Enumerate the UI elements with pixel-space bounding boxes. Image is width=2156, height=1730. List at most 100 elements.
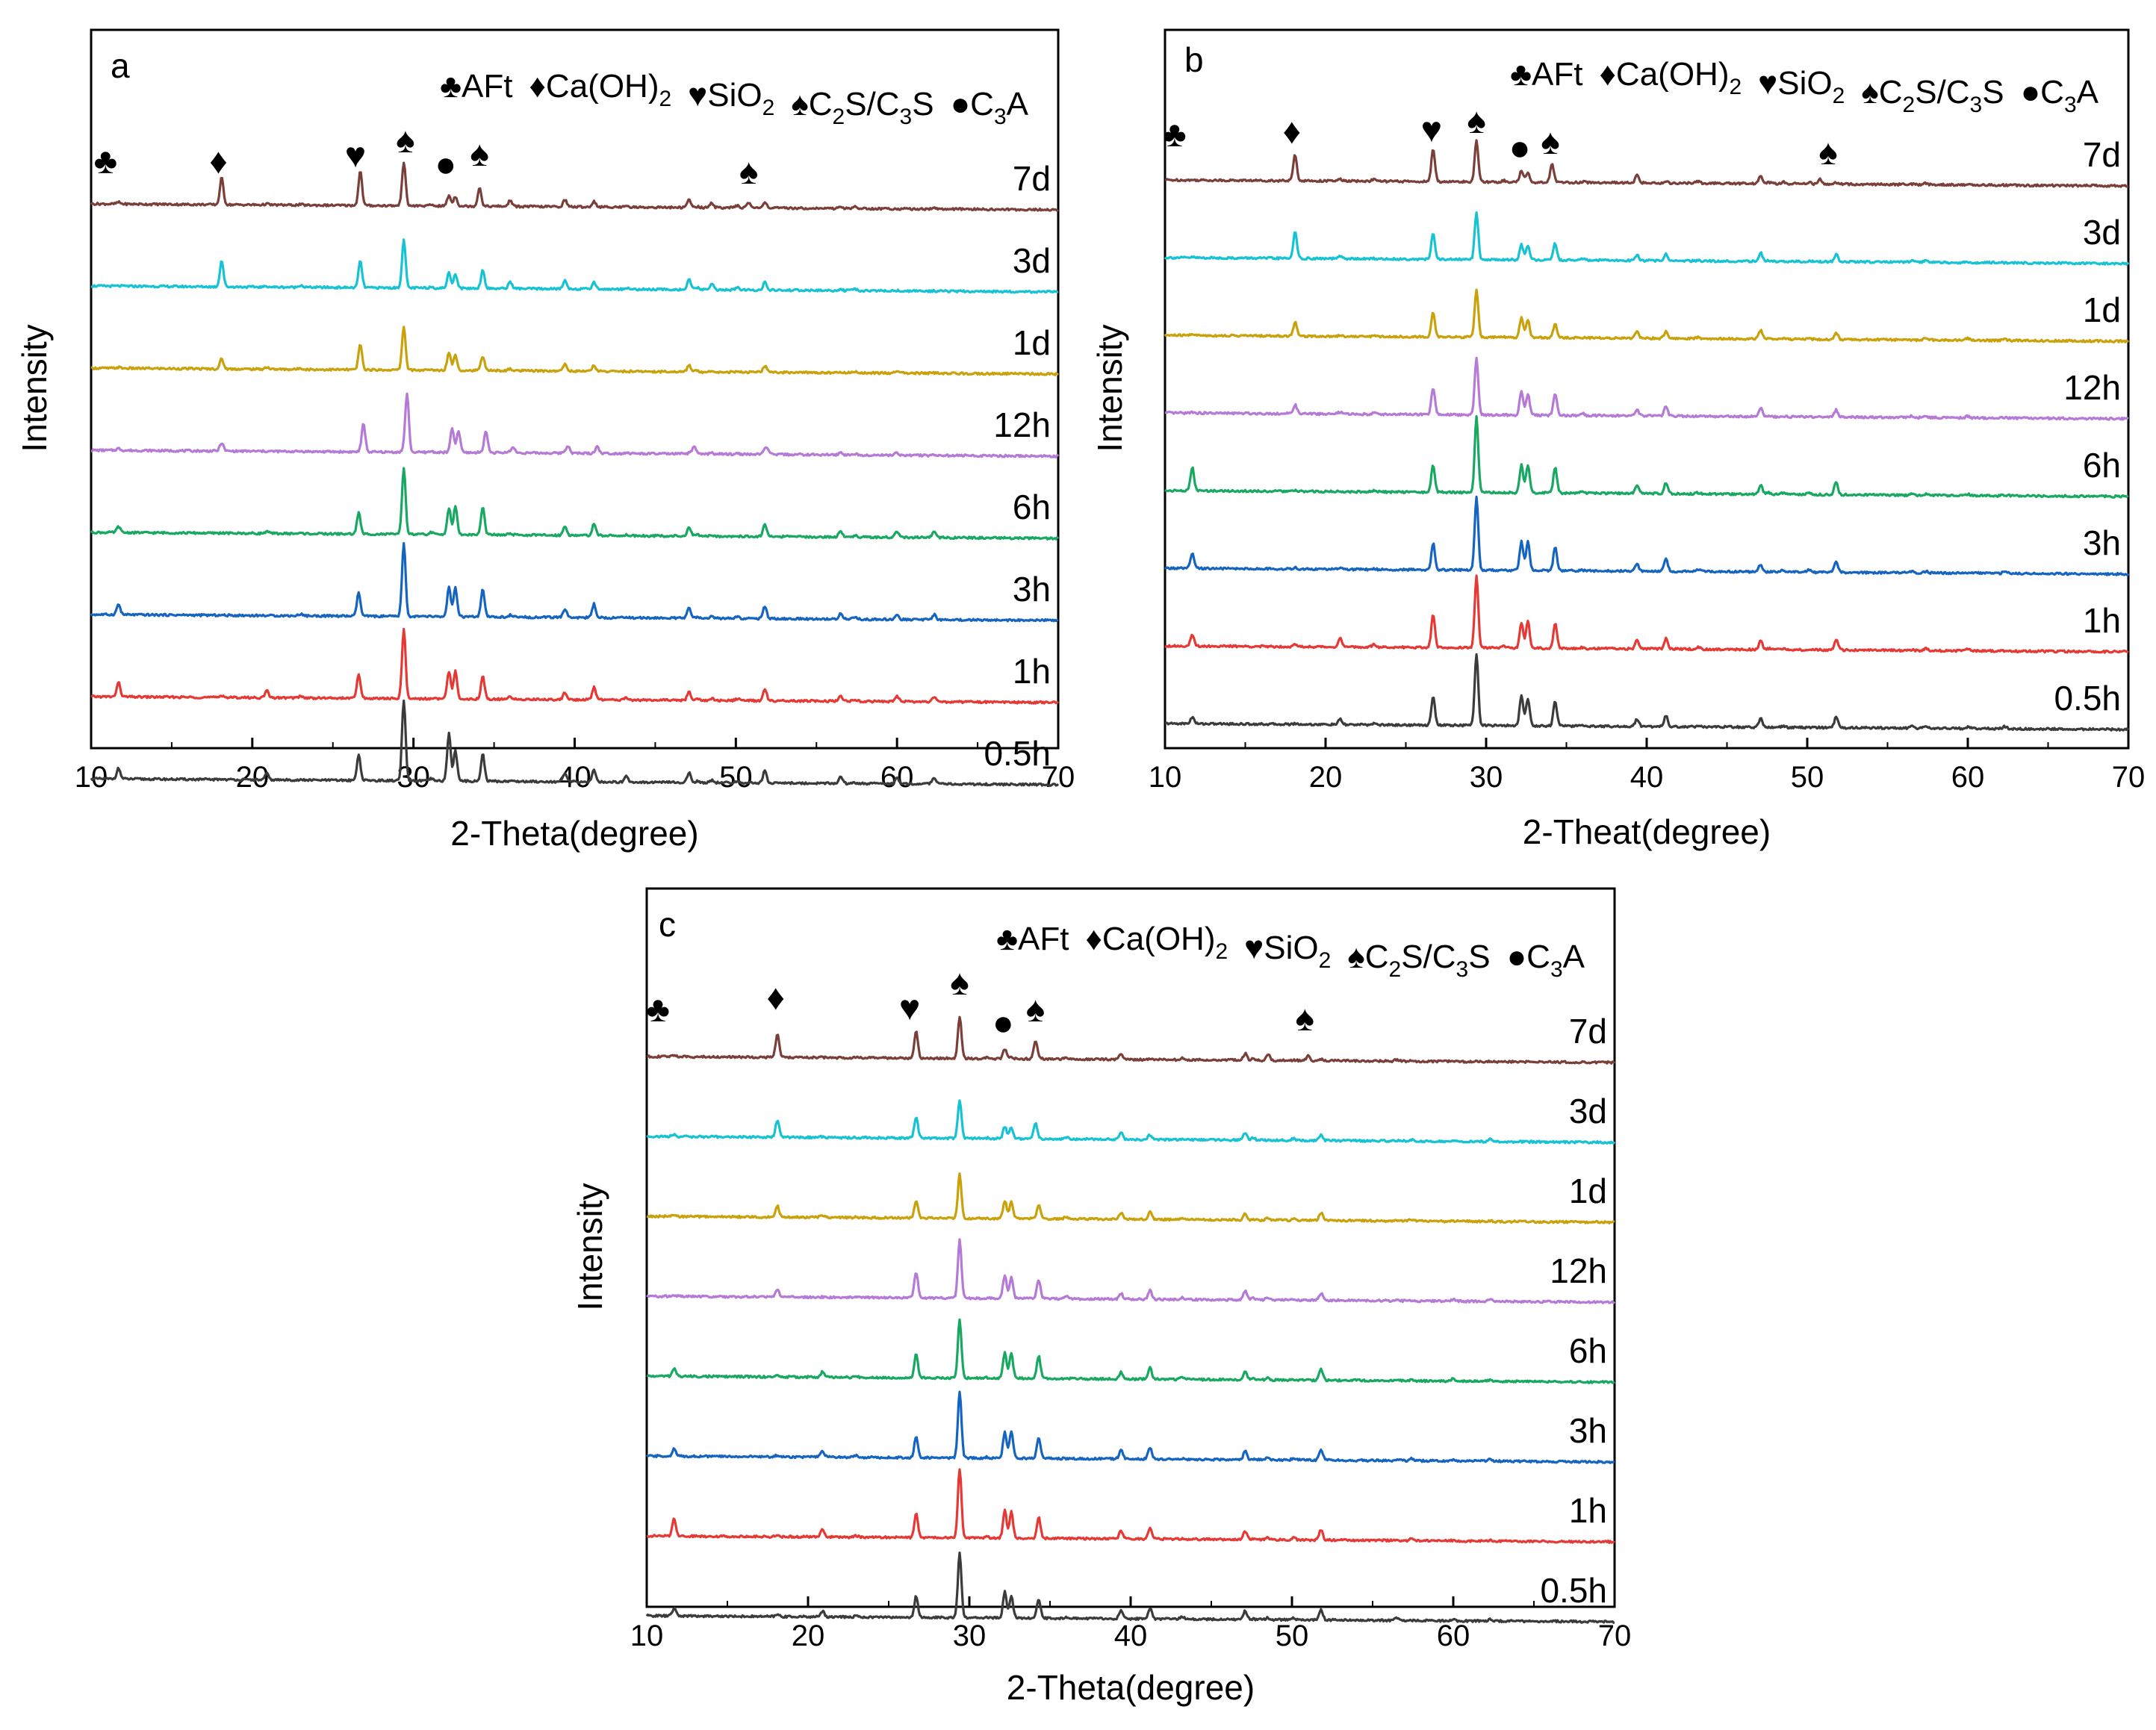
phase-marker: ● — [435, 145, 456, 184]
x-tick-label: 10 — [1149, 761, 1182, 794]
phase-marker: ● — [1509, 128, 1531, 168]
x-tick-label: 10 — [630, 1619, 664, 1652]
xrd-curve-7d — [1164, 139, 2129, 188]
xrd-curve-12h — [646, 1238, 1616, 1304]
legend-symbol: ♥ — [1758, 65, 1777, 102]
legend-symbol: ♠ — [1347, 939, 1364, 975]
phase-marker: ♦ — [1283, 112, 1302, 152]
legend-label: 3 — [1970, 93, 1983, 117]
x-tick-label: 40 — [1114, 1619, 1148, 1652]
xrd-curve-6h — [646, 1318, 1615, 1384]
xrd-curve-3h — [1164, 495, 2130, 576]
legend-symbol: ♠ — [1861, 74, 1878, 111]
x-tick-label: 30 — [1470, 761, 1503, 794]
phase-marker: ♠ — [1026, 990, 1046, 1030]
phase-marker: ♥ — [899, 989, 921, 1028]
x-tick-label: 60 — [1437, 1619, 1470, 1652]
legend-label: C — [809, 86, 833, 122]
legend-label: 3 — [1550, 957, 1563, 982]
legend-label: 3 — [900, 105, 913, 129]
panel-letter: c — [659, 905, 676, 944]
y-axis-title: Intensity — [1090, 324, 1129, 452]
legend-label: S/C — [1915, 74, 1969, 111]
xrd-curve-7d — [90, 161, 1060, 212]
curve-label: 3h — [1569, 1411, 1607, 1450]
x-axis-title: 2-Theat(degree) — [1523, 812, 1771, 851]
legend-label: 2 — [833, 105, 845, 129]
phase-marker: ♠ — [396, 121, 415, 161]
x-tick-label: 20 — [1309, 761, 1343, 794]
xrd-curve-1h — [646, 1468, 1616, 1544]
xrd-curve-1d — [646, 1172, 1615, 1225]
legend-label: S — [1468, 939, 1490, 975]
phase-marker: ♠ — [1296, 999, 1315, 1039]
curve-label: 1h — [1013, 652, 1051, 691]
legend-label: 3 — [2064, 93, 2077, 117]
legend-label: A — [2077, 74, 2099, 111]
plot-frame — [645, 887, 1616, 1608]
phase-marker: ● — [992, 1004, 1014, 1043]
curve-label: 12h — [1550, 1251, 1607, 1290]
legend-label: S/C — [1401, 939, 1456, 975]
phase-legend: ♣AFt ♦Ca(OH)2 ♥SiO2 ♠C2S/C3S ●C3A — [996, 921, 1585, 982]
legend-label: 2 — [1215, 939, 1228, 964]
plot-frame — [1164, 28, 2130, 750]
curve-label: 12h — [993, 405, 1051, 444]
legend-label: 2 — [1903, 93, 1916, 117]
curve-label: 7d — [1013, 159, 1051, 198]
x-tick-label: 30 — [397, 761, 430, 794]
y-axis-title: Intensity — [15, 324, 54, 452]
xrd-curve-12h — [1164, 356, 2129, 421]
phase-marker: ♣ — [646, 990, 670, 1030]
curve-label: 3d — [2083, 213, 2121, 252]
legend-label: 2 — [1319, 948, 1332, 973]
phase-legend: ♣AFt ♦Ca(OH)2 ♥SiO2 ♠C2S/C3S ●C3A — [1510, 56, 2099, 117]
x-tick-label: 50 — [719, 761, 753, 794]
curve-label: 1d — [1569, 1172, 1607, 1210]
legend-label: Ca(OH) — [546, 68, 659, 105]
x-tick-label: 40 — [1630, 761, 1664, 794]
curve-label: 12h — [2063, 368, 2121, 407]
phase-marker: ♠ — [1818, 133, 1838, 172]
panel-a: 10 20 30 40 50 60 702-Theta(degree)Intensitya♣… — [15, 28, 1075, 853]
xrd-curve-6h — [90, 467, 1060, 541]
phase-marker: ♠ — [950, 963, 969, 1003]
x-tick-label: 10 — [75, 761, 108, 794]
curve-label: 1h — [2083, 601, 2121, 640]
phase-marker: ♠ — [739, 152, 759, 192]
xrd-curve-12h — [90, 392, 1060, 458]
phase-marker: ♣ — [94, 142, 118, 181]
legend-label: S — [912, 86, 933, 122]
xrd-curve-0_5h — [1164, 653, 2130, 732]
legend-symbol: ♣ — [1510, 56, 1532, 93]
x-axis-title: 2-Theta(degree) — [450, 814, 698, 853]
curve-label: 3d — [1013, 241, 1051, 280]
curve-label: 7d — [1569, 1012, 1607, 1051]
legend-label: SiO — [707, 77, 762, 113]
xrd-curve-1d — [1164, 288, 2130, 343]
x-tick-label: 20 — [792, 1619, 825, 1652]
phase-marker: ♦ — [209, 142, 228, 181]
phase-marker: ♦ — [767, 978, 786, 1018]
legend-label: S/C — [845, 86, 899, 122]
legend-label: C — [970, 86, 994, 122]
xrd-curve-3h — [645, 1390, 1615, 1464]
phase-marker: ♥ — [345, 136, 367, 175]
x-tick-label: 60 — [1951, 761, 1985, 794]
legend-symbol: ● — [2021, 74, 2041, 111]
legend-label: A — [1007, 86, 1029, 122]
curve-label: 3d — [1569, 1092, 1607, 1130]
curve-label: 6h — [1569, 1331, 1607, 1370]
plot-frame — [90, 28, 1060, 750]
x-tick-label: 70 — [2112, 761, 2146, 794]
curve-label: 1d — [2083, 290, 2121, 329]
legend-label: S — [1982, 74, 2004, 111]
phase-marker: ♠ — [1467, 102, 1486, 141]
legend-label: SiO — [1777, 65, 1832, 102]
xrd-curve-1d — [90, 326, 1059, 376]
x-tick-label: 70 — [1042, 761, 1075, 794]
legend-symbol: ♦ — [1085, 921, 1102, 957]
legend-label: SiO — [1264, 930, 1318, 966]
legend-label: Ca(OH) — [1616, 56, 1730, 93]
